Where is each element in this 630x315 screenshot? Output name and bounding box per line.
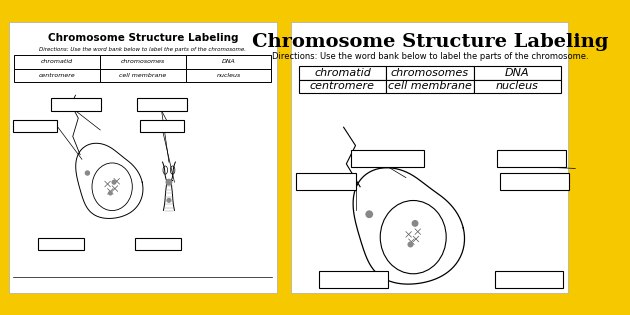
Bar — [14, 69, 100, 82]
Bar — [14, 55, 100, 69]
Text: nucleus: nucleus — [496, 82, 539, 91]
Circle shape — [167, 198, 171, 202]
Text: Chromosome Structure Labeling: Chromosome Structure Labeling — [251, 33, 608, 51]
Text: centromere: centromere — [38, 73, 76, 78]
Bar — [137, 98, 187, 111]
Bar — [500, 173, 569, 190]
Bar — [186, 55, 272, 69]
Circle shape — [590, 253, 597, 259]
Circle shape — [166, 180, 172, 185]
Bar — [38, 238, 84, 250]
Bar — [299, 66, 386, 80]
Circle shape — [112, 180, 116, 184]
Bar — [100, 55, 186, 69]
Circle shape — [408, 242, 413, 247]
Circle shape — [86, 171, 89, 175]
Bar — [351, 150, 424, 167]
Text: Directions: Use the word bank below to label the parts of the chromosome.: Directions: Use the word bank below to l… — [272, 52, 588, 61]
Bar — [495, 271, 563, 288]
Text: DNA: DNA — [505, 68, 530, 78]
Text: centromere: centromere — [310, 82, 375, 91]
Bar — [9, 22, 277, 293]
Bar — [498, 150, 566, 167]
Bar — [100, 69, 186, 82]
Bar — [140, 120, 183, 132]
Bar — [186, 69, 272, 82]
Bar — [51, 98, 101, 111]
Bar — [292, 22, 568, 293]
Text: DNA: DNA — [222, 59, 236, 64]
Text: Chromosome Structure Labeling: Chromosome Structure Labeling — [47, 33, 238, 43]
Bar — [13, 120, 57, 132]
Circle shape — [589, 214, 598, 223]
Bar — [299, 80, 386, 93]
Text: chromatid: chromatid — [41, 59, 73, 64]
Text: chromosomes: chromosomes — [391, 68, 469, 78]
Bar — [319, 271, 387, 288]
Circle shape — [366, 211, 372, 217]
Bar — [135, 238, 181, 250]
Text: Directions: Use the word bank below to label the parts of the chromosome.: Directions: Use the word bank below to l… — [39, 47, 246, 52]
Circle shape — [412, 220, 418, 226]
Bar — [474, 66, 561, 80]
Text: chromosomes: chromosomes — [121, 59, 165, 64]
Text: cell membrane: cell membrane — [388, 82, 472, 91]
Text: nucleus: nucleus — [217, 73, 241, 78]
Bar — [386, 80, 474, 93]
Text: chromatid: chromatid — [314, 68, 371, 78]
Circle shape — [108, 192, 112, 195]
Bar — [386, 66, 474, 80]
Bar — [296, 173, 355, 190]
Bar — [474, 80, 561, 93]
Text: cell membrane: cell membrane — [119, 73, 166, 78]
